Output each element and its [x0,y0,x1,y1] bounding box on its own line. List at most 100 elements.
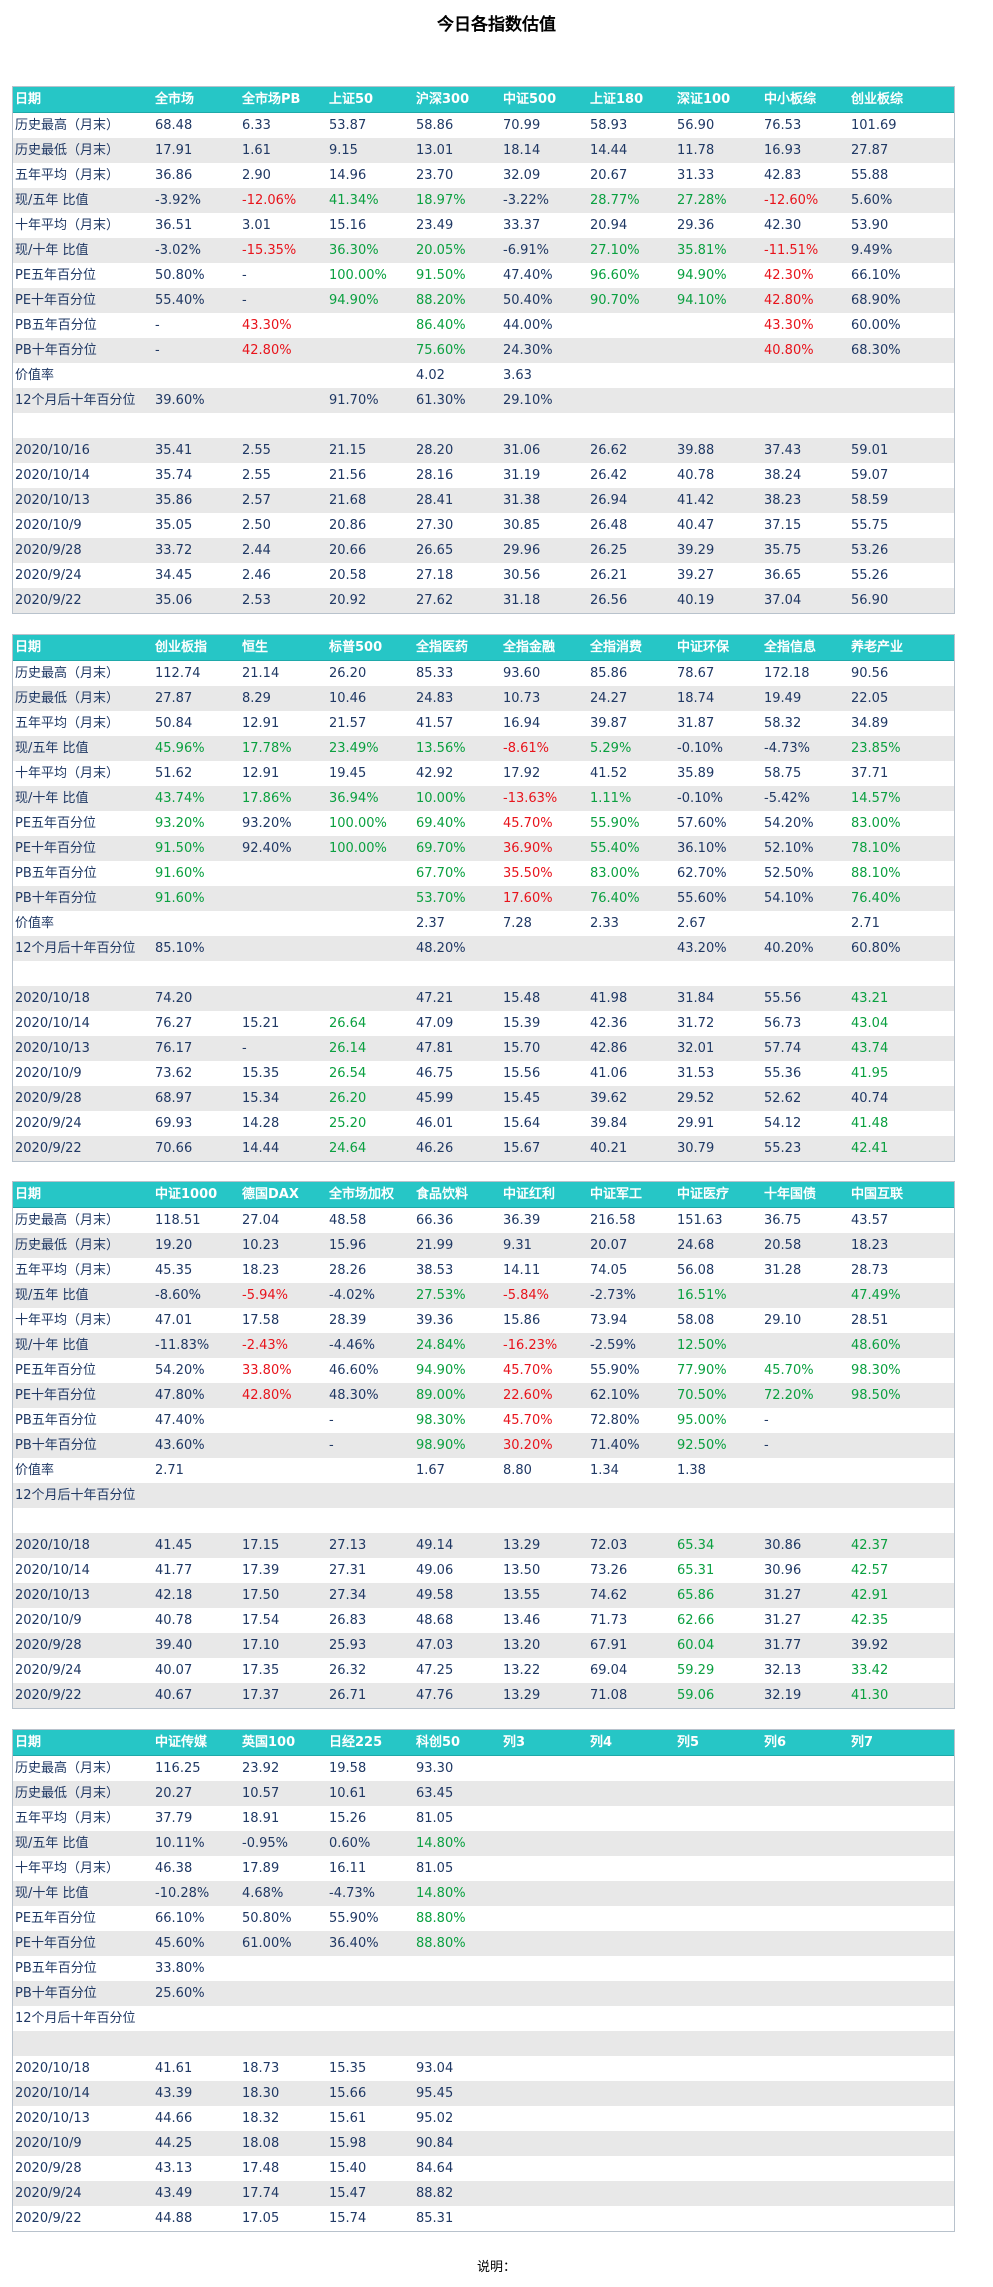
value-cell [327,2006,414,2031]
value-cell: 31.33 [677,168,715,183]
value-cell [849,1508,936,1533]
value-cell: 95.02 [416,2111,454,2126]
row-label: 2020/10/14 [15,2086,90,2101]
value-cell: 35.81% [677,243,727,258]
value-cell: -0.10% [677,791,723,806]
value-cell: 24.83 [416,691,454,706]
value-cell: 31.84 [677,991,715,1006]
row-label: 历史最高（月末） [15,666,120,681]
value-cell: 40.20% [764,941,814,956]
table-row [13,2031,954,2056]
row-label: 五年平均（月末） [15,716,120,731]
value-cell: 29.10% [503,393,553,408]
table-row: 2020/9/22 44.88 17.05 15.74 85.31 [13,2206,954,2231]
row-label: 历史最低（月末） [15,1786,120,1801]
value-cell: 17.48 [242,2161,280,2176]
value-cell: 36.94% [329,791,379,806]
value-cell: 28.20 [416,443,454,458]
value-cell [849,388,936,413]
value-cell [240,986,327,1011]
value-cell: - [242,293,247,308]
value-cell [501,1856,588,1881]
value-cell [501,936,588,961]
row-label: PE五年百分位 [15,1363,97,1378]
row-label: PB五年百分位 [15,1961,97,1976]
row-label: 12个月后十年百分位 [15,941,136,956]
value-cell: -15.35% [242,243,297,258]
value-cell [849,2106,936,2131]
value-cell: 94.90% [329,293,379,308]
value-cell: -4.73% [329,1886,375,1901]
value-cell [762,2206,849,2231]
value-cell: 116.25 [155,1761,201,1776]
value-cell: 3.01 [242,218,271,233]
value-cell: 49.58 [416,1588,454,1603]
value-cell [675,363,762,388]
value-cell [675,1831,762,1856]
table-row: 五年平均（月末） 37.79 18.91 15.26 81.05 [13,1806,954,1831]
value-cell: 13.29 [503,1538,541,1553]
value-cell: 41.06 [590,1066,628,1081]
value-cell: 14.96 [329,168,367,183]
value-cell: 2.67 [677,916,706,931]
value-cell: 6.33 [242,118,271,133]
table-row: 历史最低（月末） 17.91 1.61 9.15 13.01 18.14 14.44 11.7… [13,138,954,163]
table-row: 2020/10/13 42.18 17.50 27.34 49.58 13.55 74.62… [13,1583,954,1608]
row-label: 2020/10/13 [15,2111,90,2126]
value-cell: - [329,1413,334,1428]
table-row: 十年平均（月末） 47.01 17.58 28.39 39.36 15.86 73.94 58… [13,1308,954,1333]
value-cell [762,2056,849,2081]
value-cell: 27.18 [416,568,454,583]
value-cell: 28.51 [851,1313,889,1328]
value-cell: 23.49% [329,741,379,756]
value-cell: 13.22 [503,1663,541,1678]
value-cell [501,2206,588,2231]
row-label: PE十年百分位 [15,841,97,856]
table-row: 价值率 2.71 1.67 8.80 1.34 1.38 [13,1458,954,1483]
value-cell: 41.98 [590,991,628,1006]
value-cell: 15.26 [329,1811,367,1826]
value-cell: -3.92% [155,193,201,208]
value-cell: 66.10% [851,268,901,283]
value-cell [327,911,414,936]
value-cell: 90.70% [590,293,640,308]
value-cell: -4.46% [329,1338,375,1353]
value-cell: 59.07 [851,468,889,483]
row-label: PE十年百分位 [15,293,97,308]
value-cell [588,2181,675,2206]
value-cell: 93.20% [242,816,292,831]
value-cell: 89.00% [416,1388,466,1403]
value-cell: 26.64 [329,1016,367,1031]
table-row: PB十年百分位 91.60% 53.70% 17.60% 76.40% 55.60% 54.… [13,886,954,911]
value-cell: 78.67 [677,666,715,681]
value-cell: 2.44 [242,543,271,558]
value-cell: 50.84 [155,716,193,731]
value-cell: 29.10 [764,1313,802,1328]
header-index-cell: 中证传媒 [155,1735,208,1750]
value-cell: 15.35 [242,1066,280,1081]
value-cell: 7.28 [503,916,532,931]
value-cell: 91.60% [155,891,205,906]
value-cell: 48.20% [416,941,466,956]
value-cell [240,1981,327,2006]
value-cell: 30.56 [503,568,541,583]
value-cell: -0.10% [677,741,723,756]
value-cell: 17.86% [242,791,292,806]
value-cell [588,2081,675,2106]
value-cell: 62.70% [677,866,727,881]
value-cell: 47.21 [416,991,454,1006]
value-cell [501,2181,588,2206]
value-cell: 19.45 [329,766,367,781]
value-cell: 39.40 [155,1638,193,1653]
value-cell [240,388,327,413]
value-cell: 37.79 [155,1811,193,1826]
row-label: PB五年百分位 [15,318,97,333]
header-index-cell: 上证50 [329,92,374,107]
table-row: 历史最高（月末） 118.51 27.04 48.58 66.36 36.39 216.58… [13,1208,954,1233]
value-cell [240,861,327,886]
header-index-cell: 中证医疗 [677,1187,730,1202]
value-cell: -8.61% [503,741,549,756]
table-row: 12个月后十年百分位 [13,1483,954,1508]
row-label: PE五年百分位 [15,816,97,831]
value-cell: 41.48 [851,1116,889,1131]
